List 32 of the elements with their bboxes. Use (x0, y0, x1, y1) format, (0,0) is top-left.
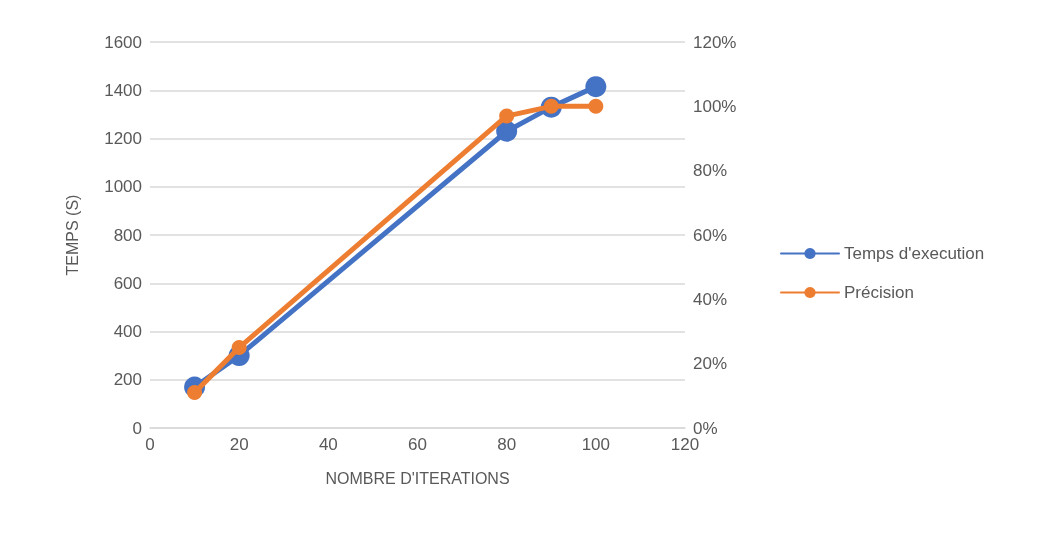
x-axis-title: NOMBRE D'ITERATIONS (325, 469, 510, 487)
y-tick-label: 400 (113, 322, 142, 341)
y2-tick-label: 40% (693, 289, 728, 309)
point (231, 340, 247, 356)
x-tick-label: 120 (670, 435, 700, 454)
legend-label: Précision (844, 283, 914, 302)
x-tick-label: 40 (318, 435, 338, 454)
y-tick-label: 0 (132, 418, 142, 438)
y2-tick-label: 0% (693, 418, 718, 438)
y-tick-label: 1400 (104, 80, 142, 100)
y-tick-label: 1000 (104, 177, 142, 197)
y2-tick-label: 20% (693, 354, 728, 374)
legend-label: Temps d'execution (844, 244, 985, 263)
y2-tick-label: 60% (693, 225, 728, 245)
x-tick-label: 60 (408, 435, 427, 454)
x-tick-label: 0 (145, 435, 155, 454)
y2-tick-label: 80% (693, 161, 728, 181)
y-tick-label: 1200 (104, 129, 142, 148)
y-tick-label: 1600 (104, 32, 142, 52)
point (585, 76, 607, 98)
y-tick-label: 600 (113, 273, 142, 293)
x-tick-label: 80 (497, 435, 517, 454)
y-tick-label: 200 (113, 370, 142, 390)
point (588, 98, 604, 114)
point (496, 120, 518, 142)
x-tick-label: 100 (581, 435, 611, 454)
x-tick-label: 20 (229, 435, 249, 454)
y-tick-label: 800 (113, 225, 142, 245)
y-axis-title: TEMPS (S) (63, 194, 81, 276)
y2-tick-label: 100% (693, 96, 737, 116)
point (499, 108, 515, 124)
y2-tick-label: 120% (693, 32, 737, 52)
